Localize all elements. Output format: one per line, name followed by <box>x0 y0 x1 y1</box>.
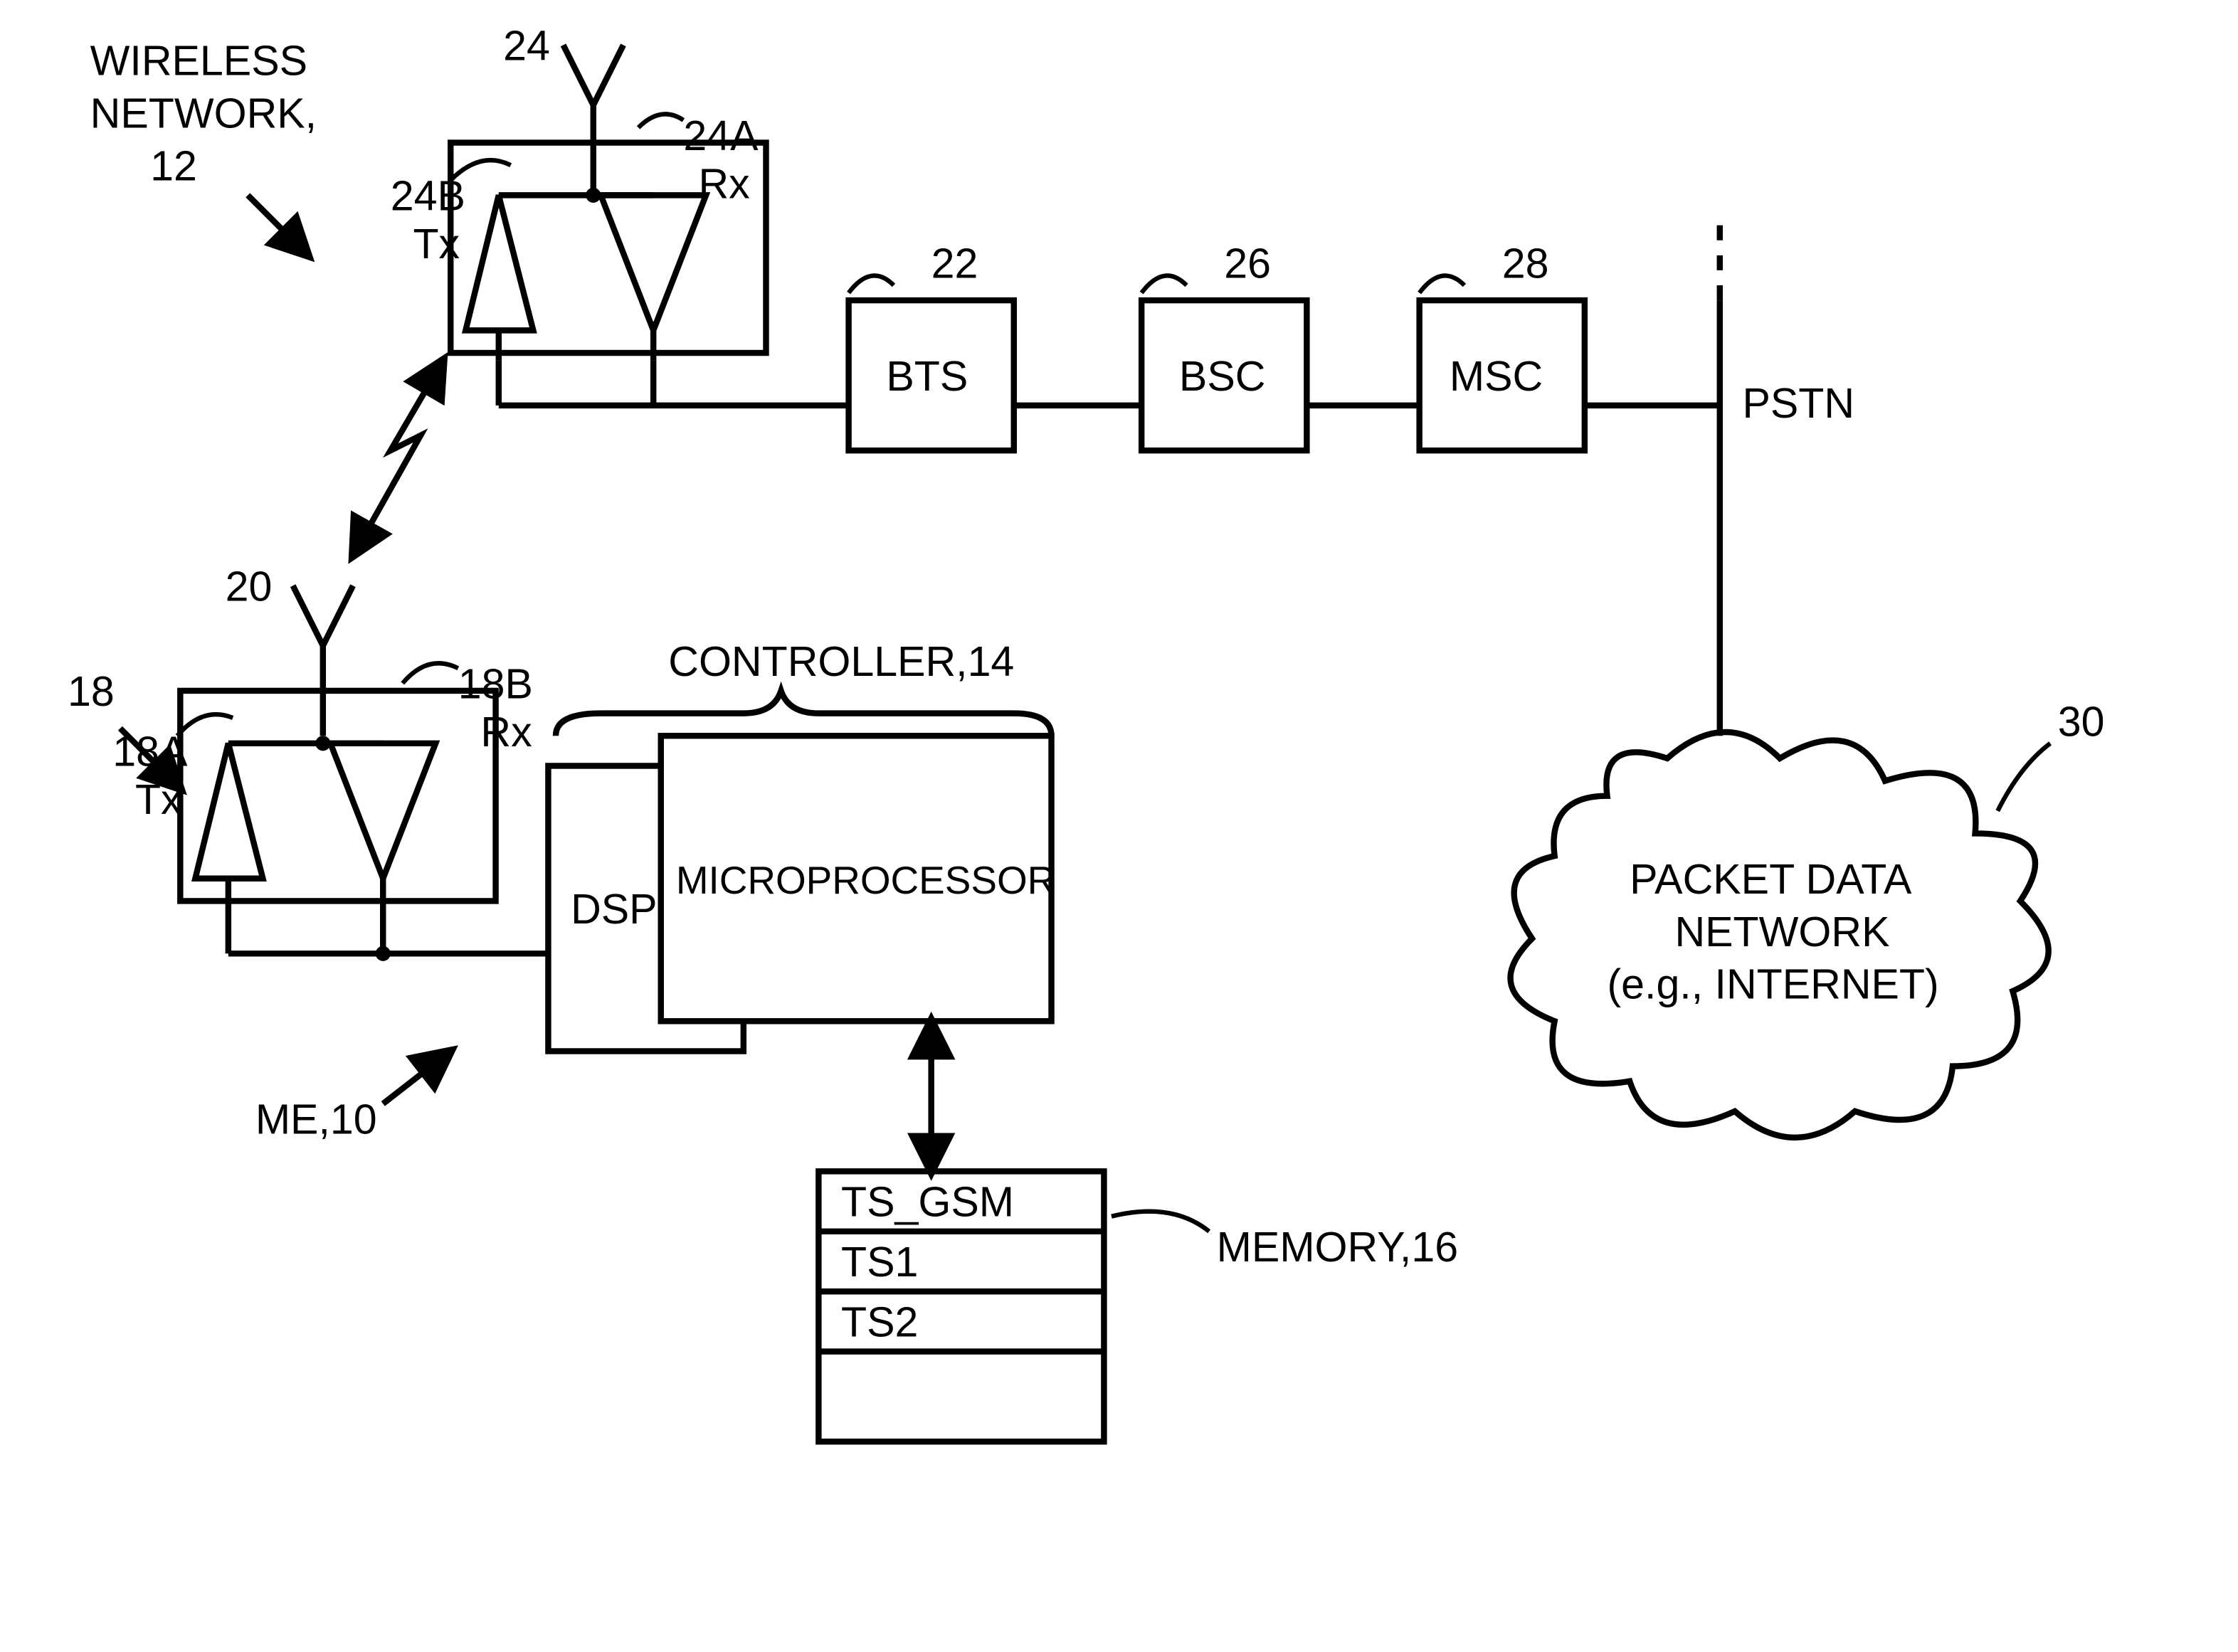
rx-18b-icon <box>330 743 436 879</box>
ts1-label: TS1 <box>841 1238 918 1286</box>
ref-20-label: 20 <box>226 562 273 610</box>
antenna-24-icon <box>564 45 623 105</box>
dsp-label: DSP <box>571 885 658 933</box>
ref-24a-label-2: Rx <box>698 160 749 208</box>
wireless-link-icon <box>353 361 443 556</box>
microprocessor-label: MICROPROCESSOR <box>676 858 1055 902</box>
me10-leader <box>383 1052 450 1104</box>
ref-30-leader <box>1997 743 2050 811</box>
ref-24b-label-2: Tx <box>413 220 460 268</box>
bts-label: BTS <box>886 352 968 400</box>
ref-24-label: 24 <box>503 21 550 69</box>
ref-26-label: 26 <box>1224 239 1271 287</box>
tx-24b-icon <box>465 195 533 330</box>
ref-18-label: 18 <box>68 667 115 715</box>
txrx-18-box <box>180 691 495 901</box>
bsc-label: BSC <box>1179 352 1266 400</box>
ref-24a-label-1: 24A <box>683 112 759 159</box>
wireless-network-leader <box>248 195 307 255</box>
packet-label-1: PACKET DATA <box>1630 855 1912 903</box>
me10-label: ME,10 <box>255 1096 377 1143</box>
packet-label-2: NETWORK <box>1674 908 1889 955</box>
memory-label: MEMORY,16 <box>1217 1223 1458 1271</box>
ref-30-label: 30 <box>2058 697 2105 745</box>
wireless-network-label-1: WIRELESS <box>90 37 307 85</box>
ref-22-label: 22 <box>931 239 978 287</box>
controller-label: CONTROLLER,14 <box>668 637 1014 685</box>
ref-18a-label-2: Tx <box>135 775 182 823</box>
tx-18a-icon <box>195 743 263 879</box>
rx-24a-icon <box>601 195 706 330</box>
wireless-network-label-3: 12 <box>150 142 197 189</box>
packet-label-3: (e.g., INTERNET) <box>1607 960 1938 1008</box>
memory-leader <box>1112 1212 1209 1232</box>
wireless-network-label-2: NETWORK, <box>90 89 317 137</box>
ref-28-label: 28 <box>1502 239 1549 287</box>
ts2-label: TS2 <box>841 1298 918 1346</box>
controller-brace <box>556 691 1052 736</box>
diagram-svg: WIRELESS NETWORK, 12 24 24B Tx 24A Rx BT… <box>0 0 2238 1652</box>
msc-label: MSC <box>1450 352 1543 400</box>
ref-18b-label-1: 18B <box>458 660 533 707</box>
pstn-label: PSTN <box>1742 379 1854 427</box>
antenna-20-icon <box>293 586 353 645</box>
ref-18b-label-2: Rx <box>480 708 532 756</box>
ts-gsm-label: TS_GSM <box>841 1178 1014 1226</box>
